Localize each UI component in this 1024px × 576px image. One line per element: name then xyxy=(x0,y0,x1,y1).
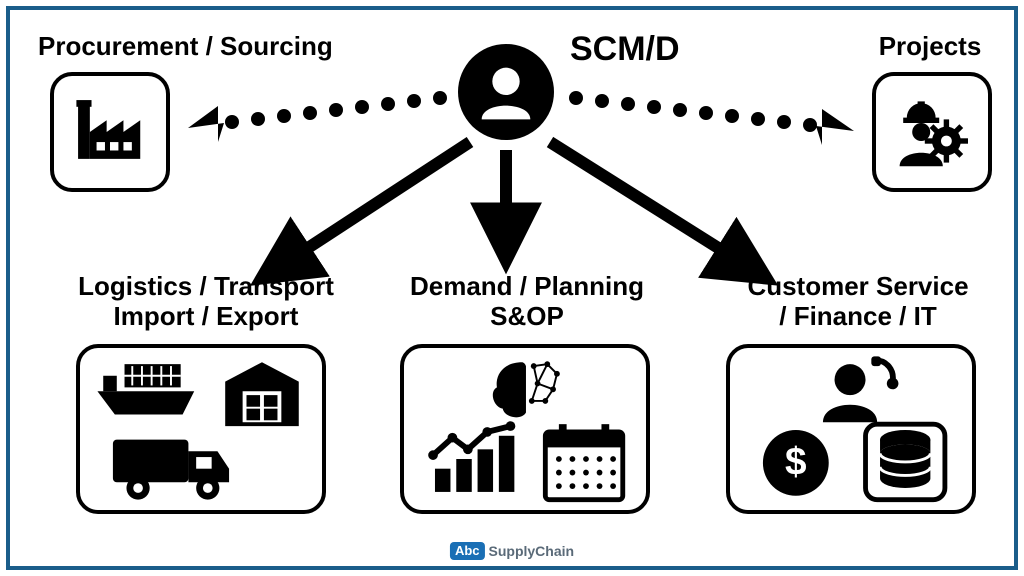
procurement-label: Procurement / Sourcing xyxy=(38,32,378,62)
headset-person-icon xyxy=(823,356,899,422)
warehouse-icon xyxy=(225,362,299,426)
truck-icon xyxy=(113,440,229,500)
dollar-coin-icon: $ xyxy=(763,430,829,496)
footer-brand: Abc SupplyChain xyxy=(450,542,574,560)
svg-text:$: $ xyxy=(785,440,807,483)
projects-label: Projects xyxy=(860,32,1000,62)
arrow-projects xyxy=(569,91,854,145)
demand-label: Demand / Planning S&OP xyxy=(392,272,662,332)
arrow-procurement xyxy=(188,91,447,142)
procurement-card xyxy=(50,72,170,192)
customer-card: $ xyxy=(726,344,976,514)
footer-badge: Abc xyxy=(450,542,485,560)
demand-card xyxy=(400,344,650,514)
diagram-frame: SCM/D xyxy=(6,6,1018,570)
database-icon xyxy=(866,424,945,500)
footer-rest: SupplyChain xyxy=(489,543,575,559)
brain-icon xyxy=(493,361,560,417)
projects-card xyxy=(872,72,992,192)
arrow-logistics xyxy=(262,142,470,278)
center-title: SCM/D xyxy=(570,30,750,69)
engineer-gear-icon xyxy=(887,87,977,177)
logistics-label: Logistics / Transport Import / Export xyxy=(56,272,356,332)
avatar-icon xyxy=(458,44,554,140)
arrow-customer xyxy=(550,142,766,278)
logistics-card xyxy=(76,344,326,514)
ship-containers-icon xyxy=(97,364,194,414)
calendar-icon xyxy=(545,424,622,500)
factory-icon xyxy=(68,90,152,174)
bar-line-chart-icon xyxy=(428,421,515,492)
customer-label: Customer Service / Finance / IT xyxy=(718,272,998,332)
